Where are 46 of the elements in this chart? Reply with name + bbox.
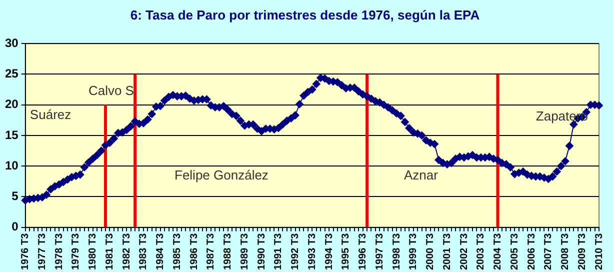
annotation: Aznar bbox=[404, 167, 439, 182]
x-tick-label: 1996 T3 bbox=[358, 232, 369, 270]
x-tick-label: 2010 T3 bbox=[594, 232, 605, 270]
x-tick-label: 1978 T3 bbox=[54, 232, 65, 270]
x-tick-label: 1989 T3 bbox=[239, 232, 250, 270]
x-tick-label: 1990 T3 bbox=[256, 232, 268, 270]
x-tick-label: 1983 T3 bbox=[138, 232, 150, 270]
x-tick-label: 1994 T3 bbox=[324, 232, 335, 270]
annotation: Felipe González bbox=[174, 167, 268, 182]
chart-title: 6: Tasa de Paro por trimestres desde 1976, según la EPA bbox=[130, 7, 480, 22]
x-tick-label: 2001 T3 bbox=[442, 232, 453, 270]
y-tick-label: 10 bbox=[4, 158, 19, 172]
annotation: Suárez bbox=[30, 106, 72, 122]
x-tick-label: 1991 T3 bbox=[273, 232, 284, 270]
x-tick-label: 1988 T3 bbox=[222, 232, 234, 270]
x-tick-label: 1986 T3 bbox=[188, 232, 200, 270]
x-tick-label: 1997 T3 bbox=[374, 232, 386, 270]
x-tick-label: 1977 T3 bbox=[36, 232, 48, 270]
y-tick-label: 15 bbox=[4, 128, 19, 142]
x-tick-label: 1987 T3 bbox=[206, 232, 217, 270]
x-tick-label: 1981 T3 bbox=[104, 232, 116, 270]
x-tick-label: 1985 T3 bbox=[172, 232, 183, 270]
x-tick-label: 1993 T3 bbox=[306, 232, 318, 270]
x-tick-label: 2002 T3 bbox=[458, 232, 470, 270]
x-tick-label: 1999 T3 bbox=[408, 232, 420, 270]
x-tick-label: 2004 T3 bbox=[492, 232, 504, 270]
x-tick-label: 2008 T3 bbox=[560, 232, 572, 270]
x-tick-label: 2007 T3 bbox=[543, 232, 554, 270]
x-tick-label: 1979 T3 bbox=[70, 232, 82, 270]
x-tick-label: 2003 T3 bbox=[476, 232, 487, 270]
y-tick-label: 25 bbox=[4, 66, 19, 81]
y-tick-label: 0 bbox=[12, 220, 19, 234]
x-tick-label: 1992 T3 bbox=[290, 232, 302, 270]
x-tick-label: 2009 T3 bbox=[576, 232, 588, 270]
x-tick-label: 1982 T3 bbox=[121, 232, 132, 270]
y-tick-label: 20 bbox=[4, 97, 19, 112]
x-tick-label: 2000 T3 bbox=[425, 232, 436, 270]
x-tick-label: 1995 T3 bbox=[340, 232, 352, 270]
x-tick-label: 2005 T3 bbox=[509, 232, 520, 270]
x-tick-label: 1998 T3 bbox=[391, 232, 402, 270]
x-tick-label: 2006 T3 bbox=[526, 232, 538, 270]
x-tick-label: 1980 T3 bbox=[88, 232, 99, 270]
y-tick-label: 30 bbox=[4, 36, 19, 50]
y-tick-label: 5 bbox=[12, 189, 19, 203]
x-tick-label: 1976 T3 bbox=[20, 232, 32, 270]
x-tick-label: 1984 T3 bbox=[155, 232, 166, 270]
